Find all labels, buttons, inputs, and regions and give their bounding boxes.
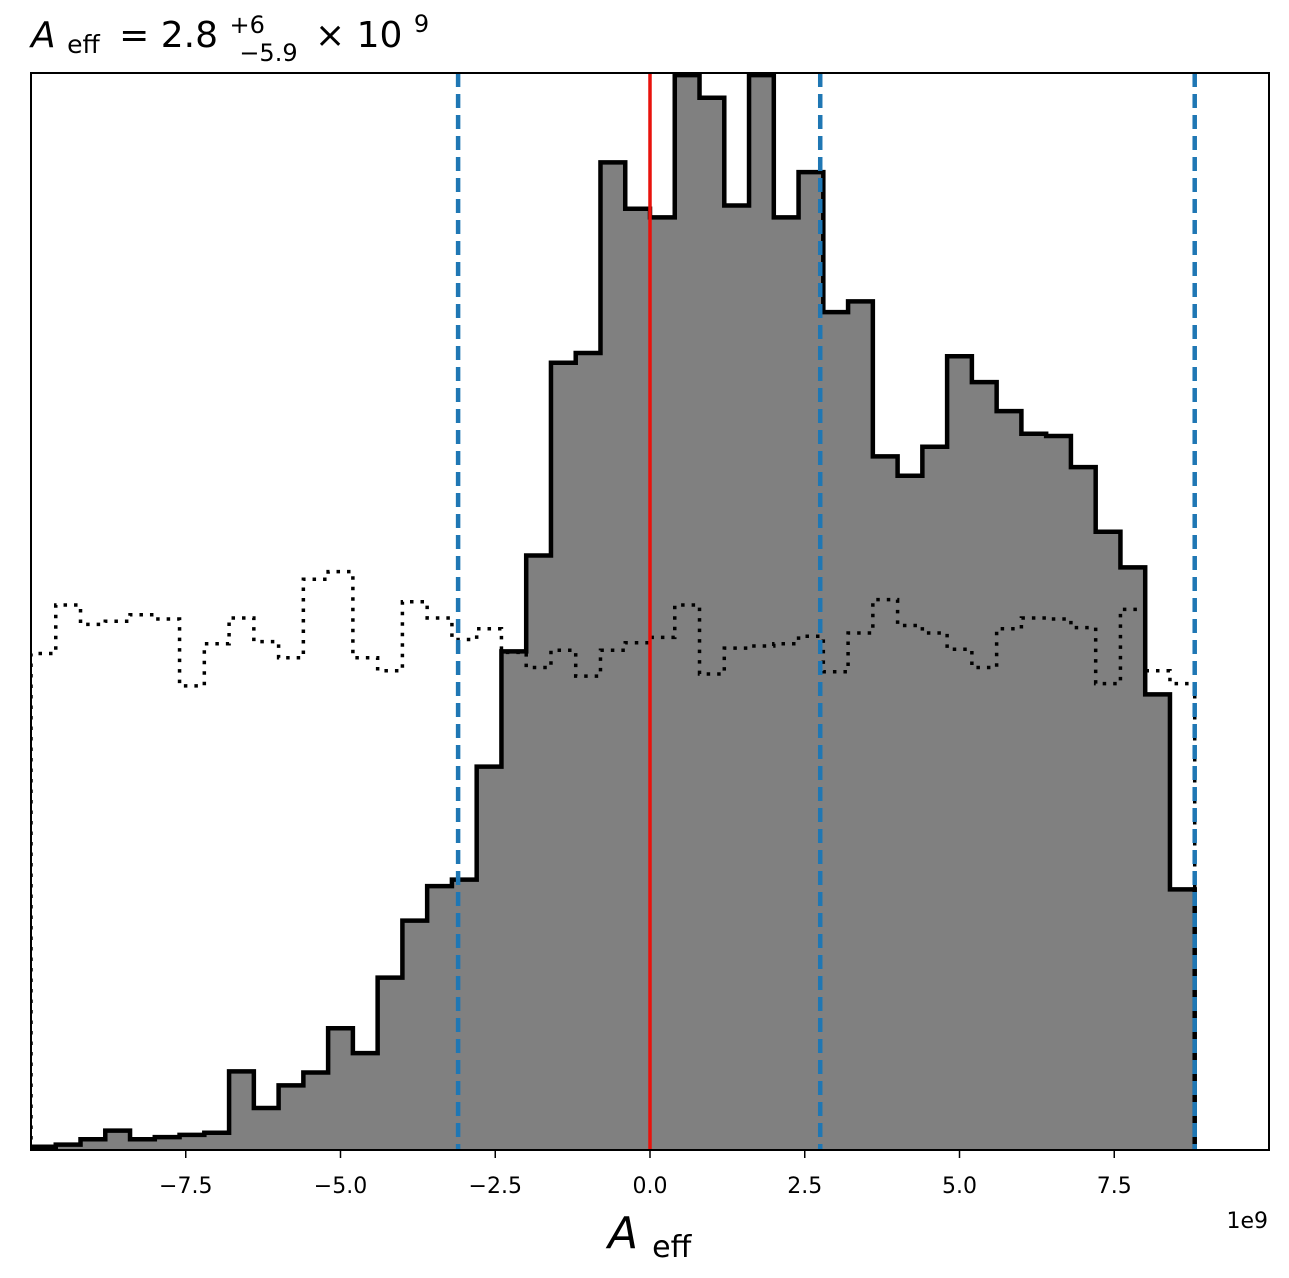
histogram-bar [80, 1139, 106, 1150]
x-tick-label: 7.5 [1097, 1174, 1132, 1199]
histogram-bar [1046, 435, 1072, 1150]
title-times: × 10 [315, 15, 402, 56]
histogram-bar [526, 555, 552, 1150]
histogram-bar [328, 1028, 354, 1150]
histogram-bar [699, 97, 725, 1150]
histogram-bar [724, 205, 750, 1150]
histogram-bar [229, 1071, 255, 1150]
histogram-bar [600, 162, 626, 1150]
x-axis-label: A eff [605, 1208, 693, 1265]
histogram-bar [575, 353, 601, 1150]
histogram-bar [947, 356, 973, 1150]
histogram-bar [1095, 531, 1121, 1150]
histogram-bar [1021, 433, 1047, 1150]
x-axis-label-sub: eff [652, 1230, 692, 1265]
histogram-bar [55, 1144, 81, 1150]
x-tick-label: 5.0 [942, 1174, 977, 1199]
histogram-bar [451, 879, 478, 1150]
title-symbol-sub: eff [67, 30, 100, 59]
histogram-bar [550, 362, 577, 1150]
histogram-bar [377, 977, 403, 1150]
histogram-bar [154, 1137, 180, 1150]
histogram-bar [1070, 467, 1097, 1150]
title-value: = 2.8 [119, 15, 218, 56]
reference-lines [455, 73, 1197, 1150]
histogram-bar [872, 456, 898, 1150]
histogram-bar [105, 1130, 131, 1150]
histogram-bar [625, 208, 651, 1150]
x-tick-label: −5.0 [314, 1174, 367, 1199]
x-tick-label: 0.0 [633, 1174, 668, 1199]
x-tick-label: 2.5 [787, 1174, 822, 1199]
title-upper-error: +6 [229, 11, 264, 39]
histogram-bar [303, 1072, 329, 1150]
x-tick-label: −7.5 [159, 1174, 212, 1199]
histogram-bar [501, 651, 527, 1150]
histogram-bar [650, 217, 676, 1150]
histogram-bar [130, 1139, 156, 1150]
histogram-bar [749, 75, 775, 1150]
series-layer [31, 73, 1197, 1150]
posterior-step-outline [31, 73, 1197, 1150]
histogram-bar [253, 1107, 279, 1150]
histogram-bar [204, 1132, 230, 1150]
prior-step-outline [31, 569, 1197, 1150]
histogram-bar [352, 1053, 379, 1150]
x-axis-ticks: −7.5 −5.0 −2.5 0.0 2.5 5.0 7.5 [159, 1150, 1132, 1199]
histogram-bar [402, 920, 428, 1150]
histogram-bar [897, 475, 923, 1150]
histogram-bar [278, 1085, 304, 1150]
x-axis-offset-label: 1e9 [1226, 1209, 1268, 1234]
histogram-bar [848, 301, 874, 1150]
histogram-bar [1145, 694, 1171, 1150]
histogram-bar [674, 75, 700, 1150]
title-exponent: 9 [414, 10, 429, 38]
histogram-bar [1120, 567, 1146, 1150]
histogram-bar [1169, 889, 1196, 1150]
histogram-bar [427, 886, 453, 1150]
title-symbol: A [29, 15, 56, 56]
title-lower-error: −5.9 [239, 39, 297, 67]
histogram-bar [922, 446, 948, 1150]
x-tick-label: −2.5 [469, 1174, 522, 1199]
x-axis-label-symbol: A [605, 1208, 638, 1259]
histogram-bar [971, 382, 998, 1150]
histogram-bar [773, 217, 799, 1150]
histogram-bar [996, 411, 1022, 1150]
histogram-bar [823, 312, 849, 1150]
chart-title: A eff = 2.8 +6 −5.9 × 10 9 [29, 1, 429, 70]
histogram-bar [476, 766, 502, 1150]
histogram-bar [179, 1134, 205, 1150]
